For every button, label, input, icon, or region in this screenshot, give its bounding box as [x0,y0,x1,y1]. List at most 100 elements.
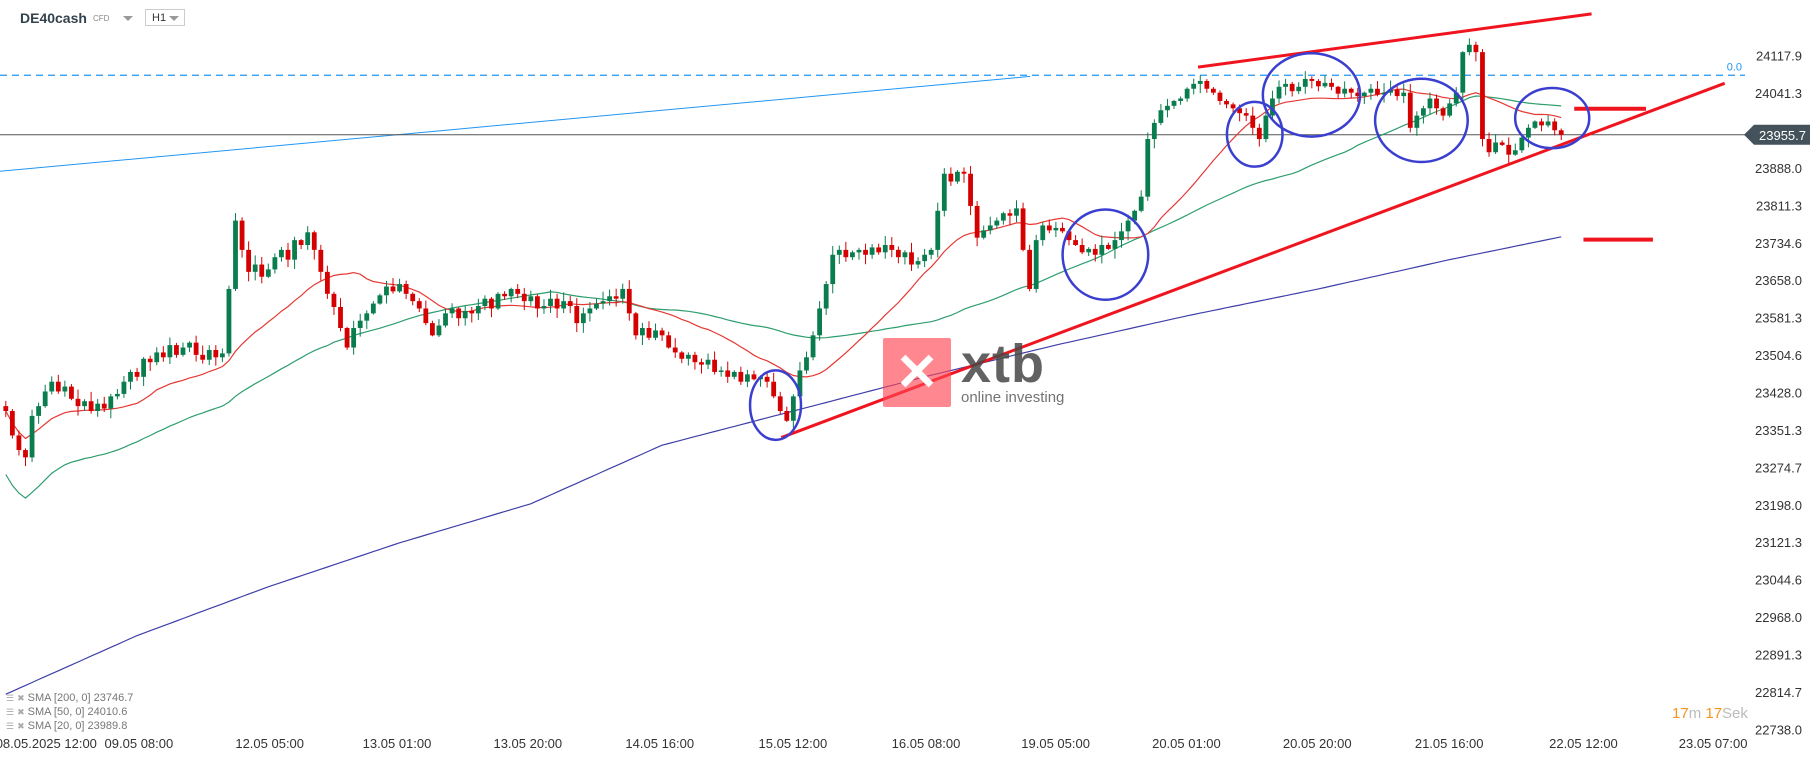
candle [692,351,698,370]
candle-body [1309,78,1315,81]
candle-body [850,252,855,258]
candle-body [790,396,796,421]
candle-body [1526,127,1531,138]
y-tick-label: 23811.3 [1756,198,1802,213]
candle [1000,211,1006,225]
candle-body [42,391,48,407]
candle-body [1486,139,1492,153]
candle-body [272,257,278,270]
candle [167,337,173,365]
candle [889,237,895,258]
sma20-line [5,88,1562,440]
candle [1289,81,1295,97]
candle-body [443,313,448,326]
candle [561,292,567,314]
candle [384,280,389,304]
candle-body [1368,88,1374,93]
candle [134,367,140,381]
candle [1073,235,1078,247]
indicator-legend-sma20[interactable]: ☰ ✖ SMA [20, 0] 23989.8 [6,720,127,732]
instrument-type: CFD [92,13,110,23]
candle-body [226,288,232,354]
candle [653,323,658,341]
candle-body [521,293,527,302]
candle-body [449,308,455,314]
minutes-unit: m [1688,705,1702,722]
candle [377,293,383,305]
candle-body [456,308,462,319]
y-tick-label: 23504.6 [1755,348,1802,363]
candle [154,347,160,366]
settings-icon[interactable]: ☰ [6,706,15,717]
indicator-legend-sma200[interactable]: ☰ ✖ SMA [200, 0] 23746.7 [6,692,133,704]
candle [745,369,750,388]
candle-body [1263,115,1269,140]
candle [410,292,416,306]
candle-body [128,371,133,382]
settings-icon[interactable]: ☰ [6,692,15,703]
candle-body [252,264,258,272]
candle-body [364,313,370,321]
candle-body [95,403,101,412]
candle [403,280,409,300]
candle [265,263,271,278]
candle [298,239,304,250]
candle-body [699,362,704,365]
candle [429,320,435,337]
candle-body [771,381,777,397]
candle-body [994,220,1000,226]
candle-body [1316,80,1321,87]
candle [1224,98,1229,109]
candle [187,341,192,353]
candle [233,213,238,292]
candle-body [1466,44,1472,53]
candle [981,225,987,240]
brand-name: xtb [961,334,1045,394]
candle [1165,98,1170,118]
chevron-down-icon[interactable] [123,15,134,21]
symbol-selector[interactable]: DE40cash CFD [20,10,134,26]
settings-icon[interactable]: ☰ [6,720,15,731]
candle [718,366,724,377]
candle [246,241,252,282]
candle-body [633,313,639,336]
close-icon[interactable]: ✖ [17,692,25,703]
candle [876,243,882,255]
candle [489,297,494,318]
timeframe-selector[interactable]: H1 [145,9,185,26]
candle-body [1079,244,1085,253]
candle-body [1401,92,1407,97]
candle [1375,81,1380,97]
candle [423,300,429,326]
candle [1099,235,1105,264]
seconds-unit: Sek [1722,705,1748,722]
candle-body [856,249,862,253]
candle-body [1014,208,1019,216]
candle-body [311,232,317,250]
indicator-legend-sma50[interactable]: ☰ ✖ SMA [50, 0] 24010.6 [6,706,127,718]
candle-body [1545,121,1551,126]
close-icon[interactable]: ✖ [17,720,25,731]
candle [1086,247,1092,256]
candle-body [1007,213,1013,216]
candle-body [1388,89,1393,93]
candle-body [1086,248,1092,253]
candle-body [482,298,488,307]
candle-body [594,303,599,309]
candle-body [1335,86,1341,94]
candle [863,243,868,265]
candle [1335,85,1341,99]
close-icon[interactable]: ✖ [17,706,25,717]
candle [731,370,737,380]
candle [16,430,22,456]
x-tick-label: 08.05.2025 12:00 [0,736,97,751]
candle-body [1407,92,1413,128]
candle-body [1552,121,1558,131]
candle [1329,78,1334,91]
candle [469,306,475,323]
candle-body [292,240,297,260]
candle-body [246,249,252,272]
x-tick-label: 15.05 12:00 [759,736,828,751]
candle-body [797,370,803,397]
